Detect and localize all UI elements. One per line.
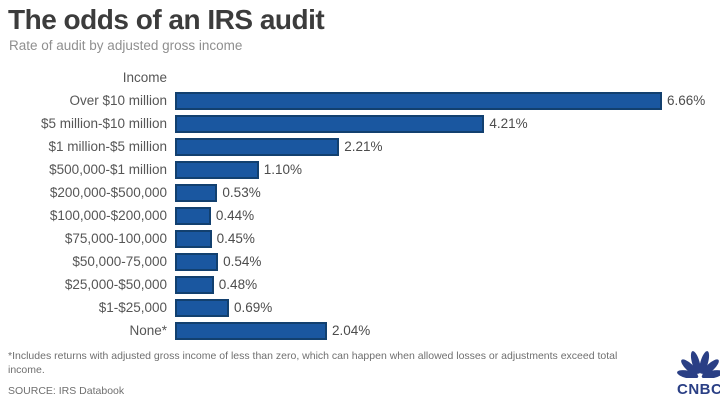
source-line: SOURCE: IRS Databook: [8, 385, 125, 397]
bar: [175, 206, 211, 225]
cnbc-logo: CNBC: [677, 351, 720, 398]
bar-chart-rows: Over $10 million 6.66% $5 million-$10 mill…: [0, 89, 720, 342]
category-label: $1-$25,000: [98, 300, 167, 315]
bar-row: $500,000-$1 million 1.10%: [0, 158, 720, 181]
bar-row: Over $10 million 6.66%: [0, 89, 720, 112]
bar-row: $1-$25,000 0.69%: [0, 296, 720, 319]
bar-row: None* 2.04%: [0, 319, 720, 342]
column-header-row: Income: [0, 66, 720, 89]
footnote: *Includes returns with adjusted gross in…: [8, 350, 618, 377]
bar-row: $50,000-75,000 0.54%: [0, 250, 720, 273]
category-label: $5 million-$10 million: [40, 116, 167, 131]
value-label: 0.44%: [215, 208, 255, 223]
category-label: $200,000-$500,000: [49, 185, 167, 200]
value-label: 2.21%: [344, 139, 383, 154]
bar-row: $25,000-$50,000 0.48%: [0, 273, 720, 296]
bar: [175, 183, 218, 202]
value-label: 0.69%: [234, 300, 273, 315]
bar-row: $75,000-100,000 0.45%: [0, 227, 720, 250]
category-label: None*: [129, 323, 167, 338]
bar: [175, 252, 219, 271]
category-label: $1 million-$5 million: [48, 139, 167, 154]
peacock-icon: [677, 351, 720, 379]
bar-row: $200,000-$500,000 0.53%: [0, 181, 720, 204]
bar: [175, 114, 485, 133]
category-label: $500,000-$1 million: [49, 162, 167, 177]
bar: [175, 321, 327, 340]
value-label: 6.66%: [667, 93, 706, 108]
value-label: 0.53%: [222, 185, 261, 200]
bar-row: $100,000-$200,000 0.44%: [0, 204, 720, 227]
cnbc-logo-text: CNBC: [677, 381, 720, 398]
page-subtitle: Rate of audit by adjusted gross income: [9, 38, 243, 53]
value-label: 0.54%: [223, 254, 262, 269]
bar: [175, 229, 212, 248]
bar-row: $1 million-$5 million 2.21%: [0, 135, 720, 158]
value-label: 0.45%: [216, 231, 255, 246]
bar-row: $5 million-$10 million 4.21%: [0, 112, 720, 135]
bar: [175, 91, 662, 110]
bar-chart: Income Over $10 million 6.66% $5 million-$…: [0, 66, 720, 342]
value-label: 4.21%: [489, 116, 528, 131]
category-label: $100,000-$200,000: [49, 208, 167, 223]
bar: [175, 160, 259, 179]
category-label: $75,000-100,000: [64, 231, 167, 246]
bar: [175, 275, 214, 294]
page-title: The odds of an IRS audit: [8, 4, 325, 35]
value-label: 2.04%: [331, 323, 371, 338]
bar: [175, 298, 230, 317]
category-label: Over $10 million: [69, 93, 167, 108]
income-column-header: Income: [122, 70, 167, 85]
bar: [175, 137, 340, 156]
value-label: 0.48%: [218, 277, 258, 292]
category-label: $25,000-$50,000: [64, 277, 167, 292]
value-label: 1.10%: [263, 162, 303, 177]
category-label: $50,000-75,000: [72, 254, 167, 269]
